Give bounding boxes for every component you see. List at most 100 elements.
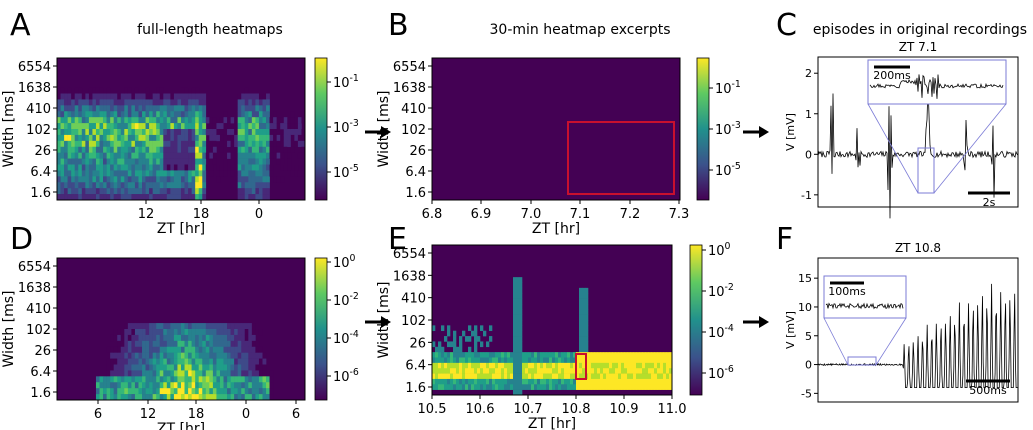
panel-d-heatmap-cell xyxy=(145,394,150,401)
panel-e-heatmap-cell xyxy=(573,368,577,374)
panel-e-heatmap-cell xyxy=(519,287,523,294)
panel-e-heatmap-cell xyxy=(519,362,523,369)
panel-e-heatmap-cell xyxy=(558,384,562,390)
panel-e-heatmap-cell xyxy=(639,362,643,369)
panel-a-heatmap-cell xyxy=(81,152,86,159)
panel-a-heatmap-cell xyxy=(184,152,189,159)
panel-a-heatmap-cell xyxy=(103,176,107,183)
panel-d-heatmap-cell xyxy=(255,376,260,383)
panel-d-heatmap-cell xyxy=(219,370,224,377)
panel-a-heatmap-cell xyxy=(138,99,143,106)
panel-a-heatmap-cell xyxy=(142,117,146,124)
panel-e-heatmap-cell xyxy=(591,357,595,364)
panel-a-heatmap-cell xyxy=(71,117,76,124)
panel-a-heatmap-cell xyxy=(251,146,256,153)
panel-a-heatmap-cell xyxy=(301,111,306,118)
panel-e-heatmap-cell xyxy=(438,357,442,364)
panel-e-heatmap-cell xyxy=(489,384,493,390)
panel-e-heatmap-cell xyxy=(474,378,478,385)
panel-a-heatmap-cell xyxy=(64,117,68,124)
panel-d-heatmap-cell xyxy=(142,364,146,371)
panel-a-heatmap-cell xyxy=(159,146,164,153)
panel-e-heatmap-cell xyxy=(432,325,436,332)
panel-a-heatmap-cell xyxy=(113,129,118,136)
panel-e-heatmap-cell xyxy=(516,357,520,364)
panel-d-xlabel: ZT [hr] xyxy=(157,421,205,430)
panel-d-ytick-label: 410 xyxy=(26,302,51,317)
undefined-colorbar-tick-label: 10-3 xyxy=(715,120,741,138)
panel-a-heatmap-cell xyxy=(120,117,125,124)
panel-a-heatmap-cell xyxy=(88,170,93,177)
panel-d-heatmap-cell xyxy=(166,388,171,395)
panel-a-heatmap-cell xyxy=(166,111,171,118)
panel-a-heatmap-cell xyxy=(120,93,125,100)
panel-d-heatmap-cell xyxy=(219,364,224,371)
panel-d-heatmap-cell xyxy=(184,346,189,353)
panel-a-heatmap-cell xyxy=(195,170,200,177)
panel-a-heatmap-cell xyxy=(131,188,136,195)
panel-a-heatmap-cell xyxy=(241,176,246,183)
panel-a-heatmap-cell xyxy=(212,158,217,165)
panel-a-heatmap-cell xyxy=(127,134,132,142)
panel-f-scalebar-label: 500ms xyxy=(969,384,1007,397)
panel-e-heatmap-cell xyxy=(621,384,625,390)
panel-e-heatmap-cell xyxy=(549,373,553,380)
panel-a-heatmap-cell xyxy=(99,99,104,106)
panel-d-heatmap-cell xyxy=(127,364,132,371)
panel-e-heatmap-cell xyxy=(546,378,550,385)
panel-d-heatmap-cell xyxy=(163,376,168,383)
panel-a-heatmap-cell xyxy=(255,176,260,183)
panel-d-heatmap-cell xyxy=(212,329,217,336)
panel-d-heatmap-cell xyxy=(156,358,161,365)
panel-a-heatmap-cell xyxy=(145,134,150,142)
panel-e-colorbar-tick-label: 100 xyxy=(708,241,731,259)
panel-a-heatmap-cell xyxy=(138,123,143,130)
panel-a-heatmap-cell xyxy=(110,188,114,195)
panel-e-heatmap-cell xyxy=(606,357,610,364)
panel-d-heatmap-cell xyxy=(241,376,246,383)
panel-a-heatmap-cell xyxy=(71,129,76,136)
panel-e-heatmap-cell xyxy=(555,378,559,385)
panel-a-heatmap-cell xyxy=(191,129,196,136)
panel-a-heatmap-cell xyxy=(216,176,221,183)
panel-e-heatmap-cell xyxy=(495,362,499,369)
panel-a-heatmap-cell xyxy=(120,134,125,142)
panel-e-heatmap-cell xyxy=(597,357,601,364)
panel-e-heatmap-cell xyxy=(579,341,583,348)
panel-d-heatmap-cell xyxy=(227,323,231,330)
panel-a-heatmap-cell xyxy=(237,99,242,106)
panel-a-heatmap-cell xyxy=(195,146,200,153)
panel-e-heatmap-cell xyxy=(513,298,517,305)
panel-d-heatmap-cell xyxy=(216,370,221,377)
panel-a-heatmap-cell xyxy=(184,194,189,201)
panel-d-heatmap-cell xyxy=(177,334,182,342)
panel-a-heatmap-cell xyxy=(255,170,260,177)
panel-d-heatmap-cell xyxy=(191,346,196,353)
panel-e-heatmap-cell xyxy=(666,378,670,385)
panel-d-heatmap-cell xyxy=(251,346,256,353)
panel-d-heatmap-cell xyxy=(127,382,132,389)
panel-a-heatmap-cell xyxy=(67,123,72,130)
panel-d-heatmap-cell xyxy=(195,364,200,371)
panel-a-heatmap-cell xyxy=(103,194,107,201)
panel-d-heatmap-cell xyxy=(152,340,157,348)
panel-a-heatmap-cell xyxy=(177,194,182,201)
panel-e-heatmap-cell xyxy=(528,357,532,364)
panel-d-heatmap-cell xyxy=(266,394,270,401)
panel-e-heatmap-cell xyxy=(582,384,586,390)
panel-a-heatmap-cell xyxy=(131,123,136,130)
panel-a-heatmap-cell xyxy=(99,140,104,148)
panel-d-heatmap-cell xyxy=(230,394,235,401)
panel-d-heatmap-cell xyxy=(223,388,228,395)
panel-a-heatmap-cell xyxy=(258,129,263,136)
panel-a-heatmap-cell xyxy=(71,123,76,130)
panel-a-heatmap-cell xyxy=(255,111,260,118)
panel-a-heatmap-cell xyxy=(163,134,168,142)
panel-a-heatmap-cell xyxy=(237,105,242,112)
panel-a-heatmap-cell xyxy=(177,105,182,112)
panel-d-heatmap-cell xyxy=(184,352,189,359)
panel-d-heatmap-cell xyxy=(191,364,196,371)
panel-a-heatmap-cell xyxy=(127,158,132,165)
panel-a-heatmap-cell xyxy=(138,134,143,142)
panel-a-heatmap-cell xyxy=(92,134,97,142)
